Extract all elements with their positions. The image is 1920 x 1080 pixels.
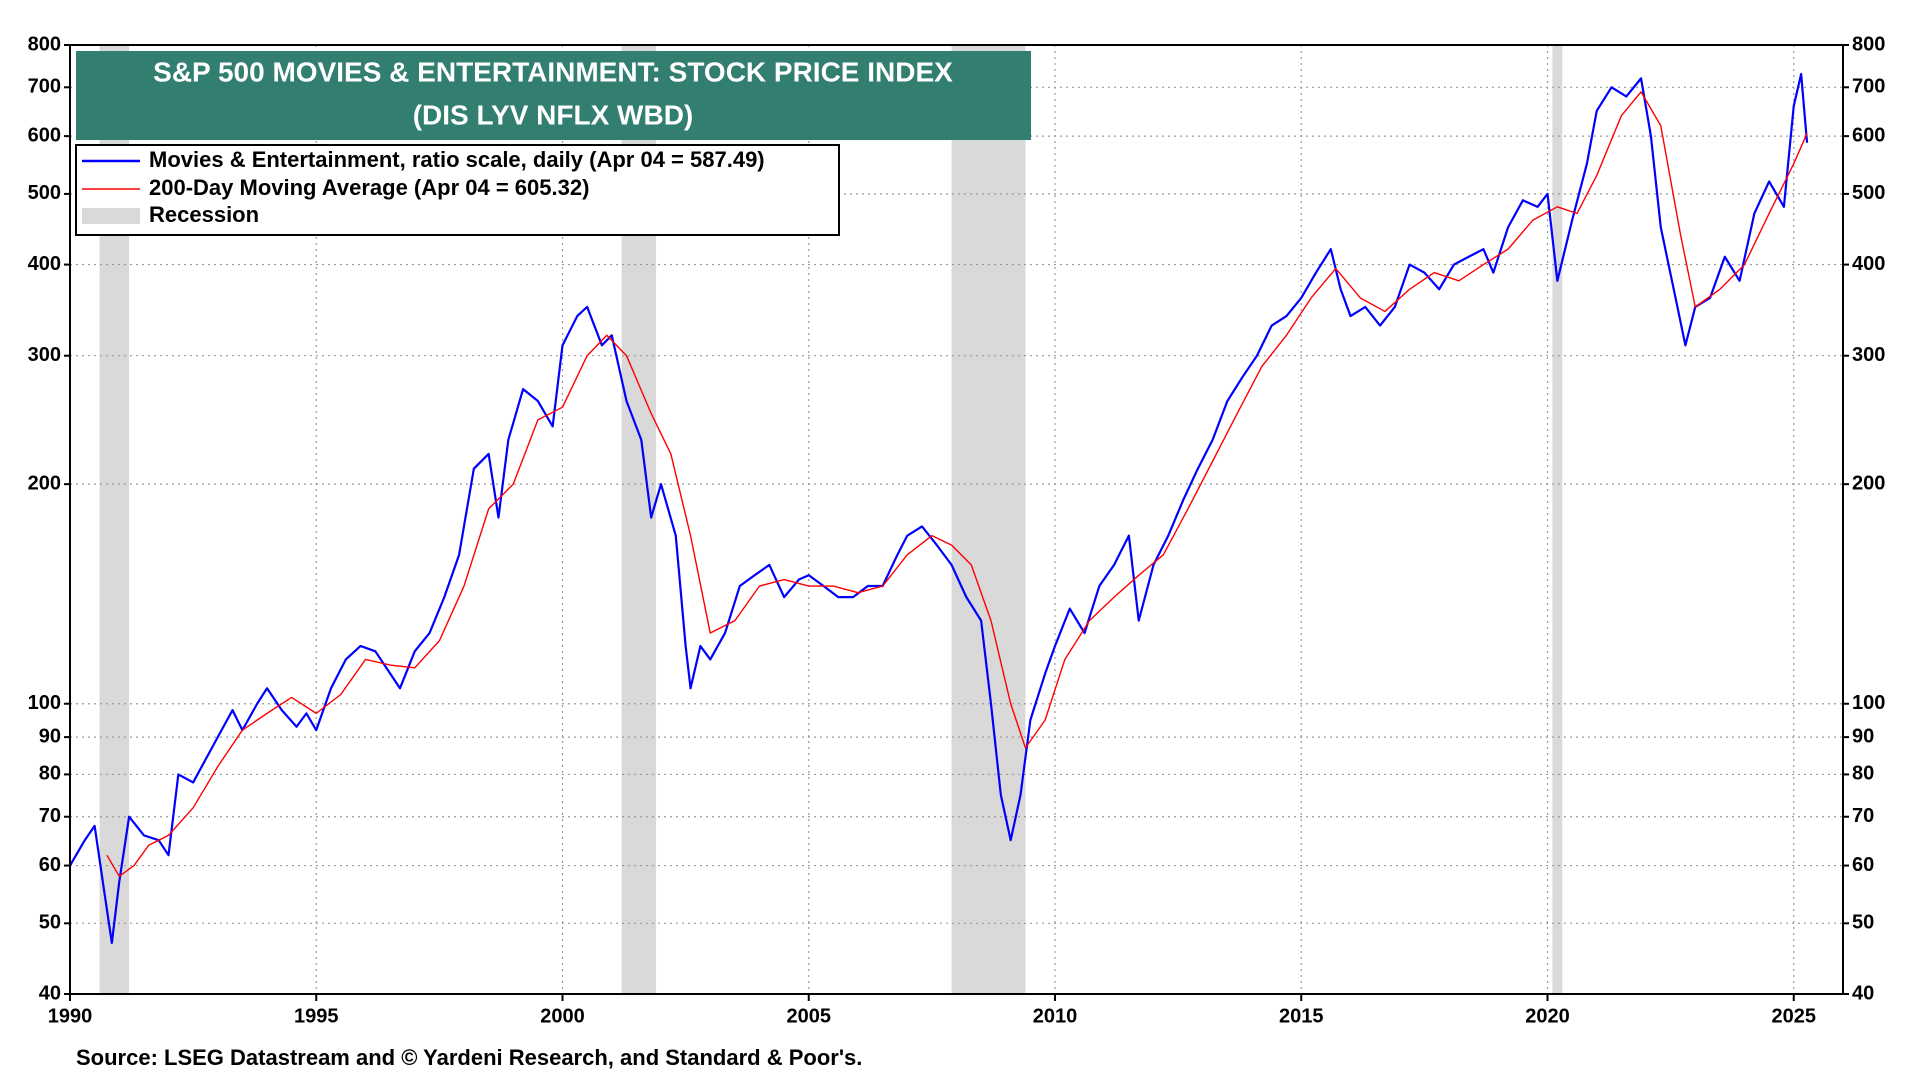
y-tick-label: 800 — [28, 33, 61, 55]
y-tick-label: 500 — [28, 182, 61, 204]
legend-box — [75, 144, 840, 236]
y-tick-label: 80 — [39, 763, 61, 785]
y2-tick-label: 60 — [1852, 854, 1874, 876]
y2-tick-label: 600 — [1852, 124, 1885, 146]
chart-title: S&P 500 MOVIES & ENTERTAINMENT: STOCK PR… — [153, 56, 953, 87]
y2-tick-label: 50 — [1852, 912, 1874, 934]
y-tick-label: 50 — [39, 912, 61, 934]
x-tick-label: 2015 — [1279, 1005, 1324, 1027]
axis-layer: 40 40 50 50 60 60 70 70 80 80 90 90 100 100 200 200 300 3… — [28, 33, 1886, 1027]
source-note: Source: LSEG Datastream and © Yardeni Re… — [76, 1045, 862, 1070]
y-tick-label: 200 — [28, 472, 61, 494]
title-box — [76, 51, 1031, 140]
y2-tick-label: 700 — [1852, 76, 1885, 98]
legend-swatch — [82, 208, 140, 224]
legend: Movies & Entertainment, ratio scale, dai… — [82, 147, 765, 227]
y2-tick-label: 70 — [1852, 805, 1874, 827]
y-tick-label: 700 — [28, 76, 61, 98]
x-tick-label: 2010 — [1033, 1005, 1078, 1027]
legend-label: Recession — [149, 202, 259, 227]
y-tick-label: 400 — [28, 253, 61, 275]
y-tick-label: 90 — [39, 725, 61, 747]
y2-tick-label: 800 — [1852, 33, 1885, 55]
x-tick-label: 2025 — [1772, 1005, 1817, 1027]
y2-tick-label: 400 — [1852, 253, 1885, 275]
y-tick-label: 100 — [28, 692, 61, 714]
legend-label: 200-Day Moving Average (Apr 04 = 605.32) — [149, 175, 589, 200]
y2-tick-label: 200 — [1852, 472, 1885, 494]
grid-layer — [70, 45, 1843, 994]
y-tick-label: 70 — [39, 805, 61, 827]
y-tick-label: 600 — [28, 124, 61, 146]
plot-frame — [69, 44, 1844, 995]
chart-subtitle: (DIS LYV NFLX WBD) — [413, 99, 694, 130]
y2-tick-label: 100 — [1852, 692, 1885, 714]
y2-tick-label: 80 — [1852, 763, 1874, 785]
y2-tick-label: 40 — [1852, 982, 1874, 1004]
series-line — [69, 72, 1809, 945]
y2-tick-label: 300 — [1852, 344, 1885, 366]
x-tick-label: 1995 — [294, 1005, 339, 1027]
x-tick-label: 2000 — [540, 1005, 585, 1027]
recession-band — [1552, 45, 1563, 994]
x-tick-label: 2005 — [787, 1005, 832, 1027]
y-tick-label: 60 — [39, 854, 61, 876]
y-tick-label: 40 — [39, 982, 61, 1004]
x-tick-label: 1990 — [48, 1005, 93, 1027]
series-line — [106, 91, 1808, 877]
recession-band — [951, 45, 1026, 994]
y-tick-label: 300 — [28, 344, 61, 366]
x-tick-label: 2020 — [1525, 1005, 1570, 1027]
legend-label: Movies & Entertainment, ratio scale, dai… — [149, 147, 765, 172]
y2-tick-label: 500 — [1852, 182, 1885, 204]
series-layer — [69, 72, 1809, 945]
y2-tick-label: 90 — [1852, 725, 1874, 747]
